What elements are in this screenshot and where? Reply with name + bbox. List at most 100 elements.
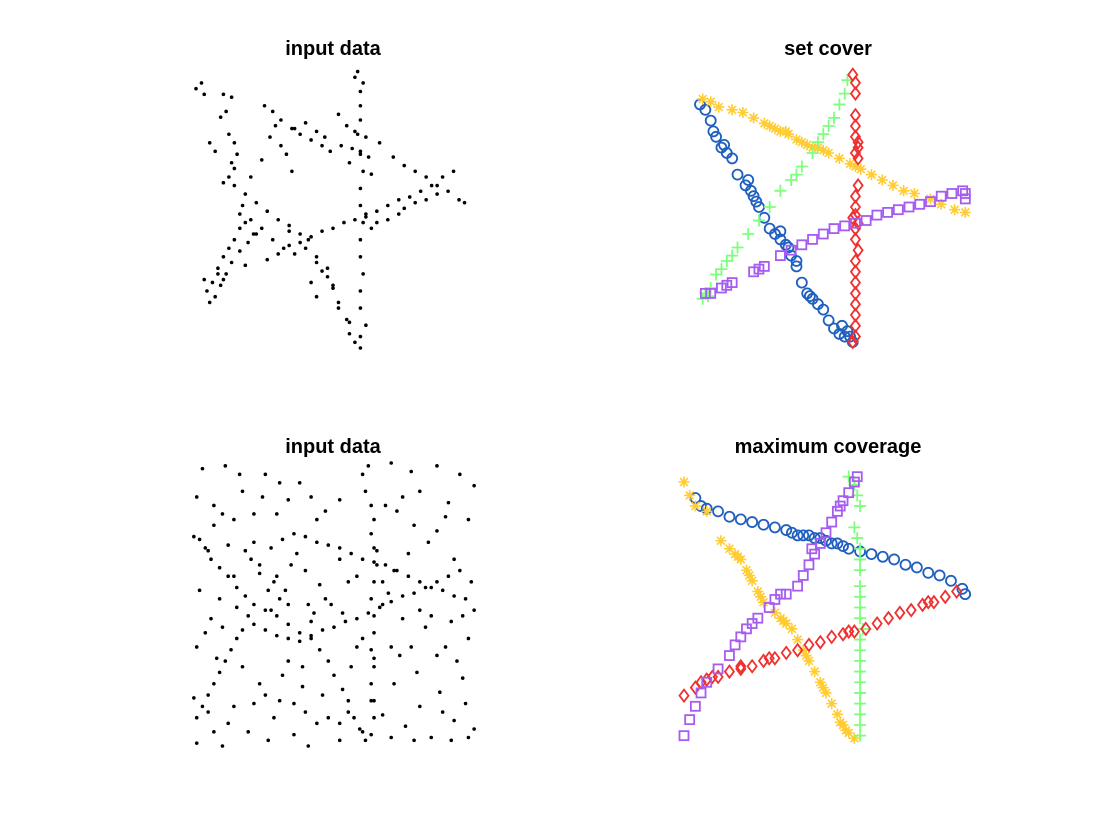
data-point: [314, 254, 319, 259]
data-point: [216, 266, 220, 271]
data-point: [842, 542, 855, 555]
data-point: [678, 730, 690, 742]
data-point: [340, 687, 345, 692]
data-point: [314, 294, 319, 299]
data-point: [865, 548, 878, 560]
data-point: [263, 608, 268, 612]
data-point: [438, 690, 442, 695]
data-point: [746, 516, 759, 528]
data-point: [750, 195, 763, 208]
data-point: [221, 277, 226, 282]
data-point: [317, 582, 322, 587]
data-point: [389, 599, 394, 604]
data-point: [240, 489, 245, 494]
data-point: [358, 89, 363, 94]
data-point: [325, 266, 330, 271]
data-point: [834, 716, 846, 728]
data-point: [403, 724, 408, 728]
data-point: [375, 563, 379, 567]
data-point: [320, 269, 324, 273]
data-point: [435, 580, 439, 584]
data-point: [234, 585, 239, 590]
data-point: [803, 655, 815, 667]
data-point: [402, 163, 407, 168]
data-point: [315, 517, 319, 522]
data-point: [775, 250, 786, 262]
data-point: [366, 611, 371, 615]
data-point: [705, 96, 717, 108]
data-point: [375, 220, 379, 225]
data-point: [377, 141, 382, 145]
data-point: [782, 241, 795, 254]
panel-set-cover: set cover: [694, 38, 971, 350]
data-point: [407, 195, 412, 199]
data-point: [246, 730, 250, 734]
data-point: [257, 563, 262, 567]
data-point: [238, 212, 242, 216]
data-point: [396, 212, 401, 216]
data-point: [380, 713, 385, 717]
data-point: [372, 614, 376, 618]
data-point: [392, 681, 396, 686]
data-point: [860, 621, 872, 637]
data-point: [440, 710, 445, 714]
data-point: [946, 188, 958, 199]
data-point: [234, 605, 239, 610]
data-point: [764, 120, 776, 132]
data-point: [298, 132, 302, 137]
data-point: [340, 611, 345, 615]
data-point: [724, 650, 735, 661]
data-point: [375, 209, 379, 213]
data-point: [273, 123, 278, 128]
data-point: [933, 569, 946, 582]
data-point: [871, 209, 883, 221]
data-point: [206, 548, 210, 553]
data-point: [361, 81, 365, 85]
data-point: [224, 109, 228, 114]
data-point: [852, 177, 864, 193]
data-point: [229, 647, 233, 652]
data-point: [706, 669, 719, 685]
data-point: [246, 240, 250, 245]
data-point: [455, 659, 459, 663]
data-point: [337, 738, 342, 743]
data-point: [820, 534, 832, 547]
data-point: [848, 732, 860, 744]
data-point: [353, 217, 357, 222]
data-point: [265, 257, 270, 262]
data-point: [391, 155, 396, 159]
data-point: [238, 249, 242, 253]
data-point: [396, 198, 401, 202]
data-point: [429, 585, 434, 590]
data-point: [323, 509, 328, 513]
data-point: [412, 738, 416, 743]
data-point: [286, 497, 291, 502]
panel-maximum-coverage: maximum coverage: [678, 436, 972, 744]
data-point: [202, 277, 207, 282]
data-point: [263, 472, 268, 477]
data-point: [265, 209, 270, 213]
data-point: [856, 622, 869, 635]
data-point: [820, 687, 832, 699]
data-point: [806, 147, 819, 159]
data-point: [320, 143, 324, 148]
data-point: [207, 300, 212, 305]
data-point: [326, 659, 331, 663]
data-point: [849, 329, 862, 345]
data-point: [276, 252, 281, 256]
data-point: [372, 560, 376, 564]
data-point: [460, 614, 465, 618]
data-point: [229, 260, 234, 265]
series-purple-square: [678, 471, 863, 742]
data-point: [402, 206, 407, 211]
data-point: [295, 551, 299, 556]
data-point: [375, 548, 379, 553]
data-point: [786, 623, 798, 635]
data-point: [423, 585, 428, 590]
data-point: [831, 537, 844, 550]
data-point: [400, 594, 405, 598]
data-point: [369, 503, 373, 508]
data-point: [763, 201, 776, 213]
data-point: [922, 594, 934, 610]
data-point: [826, 629, 838, 645]
